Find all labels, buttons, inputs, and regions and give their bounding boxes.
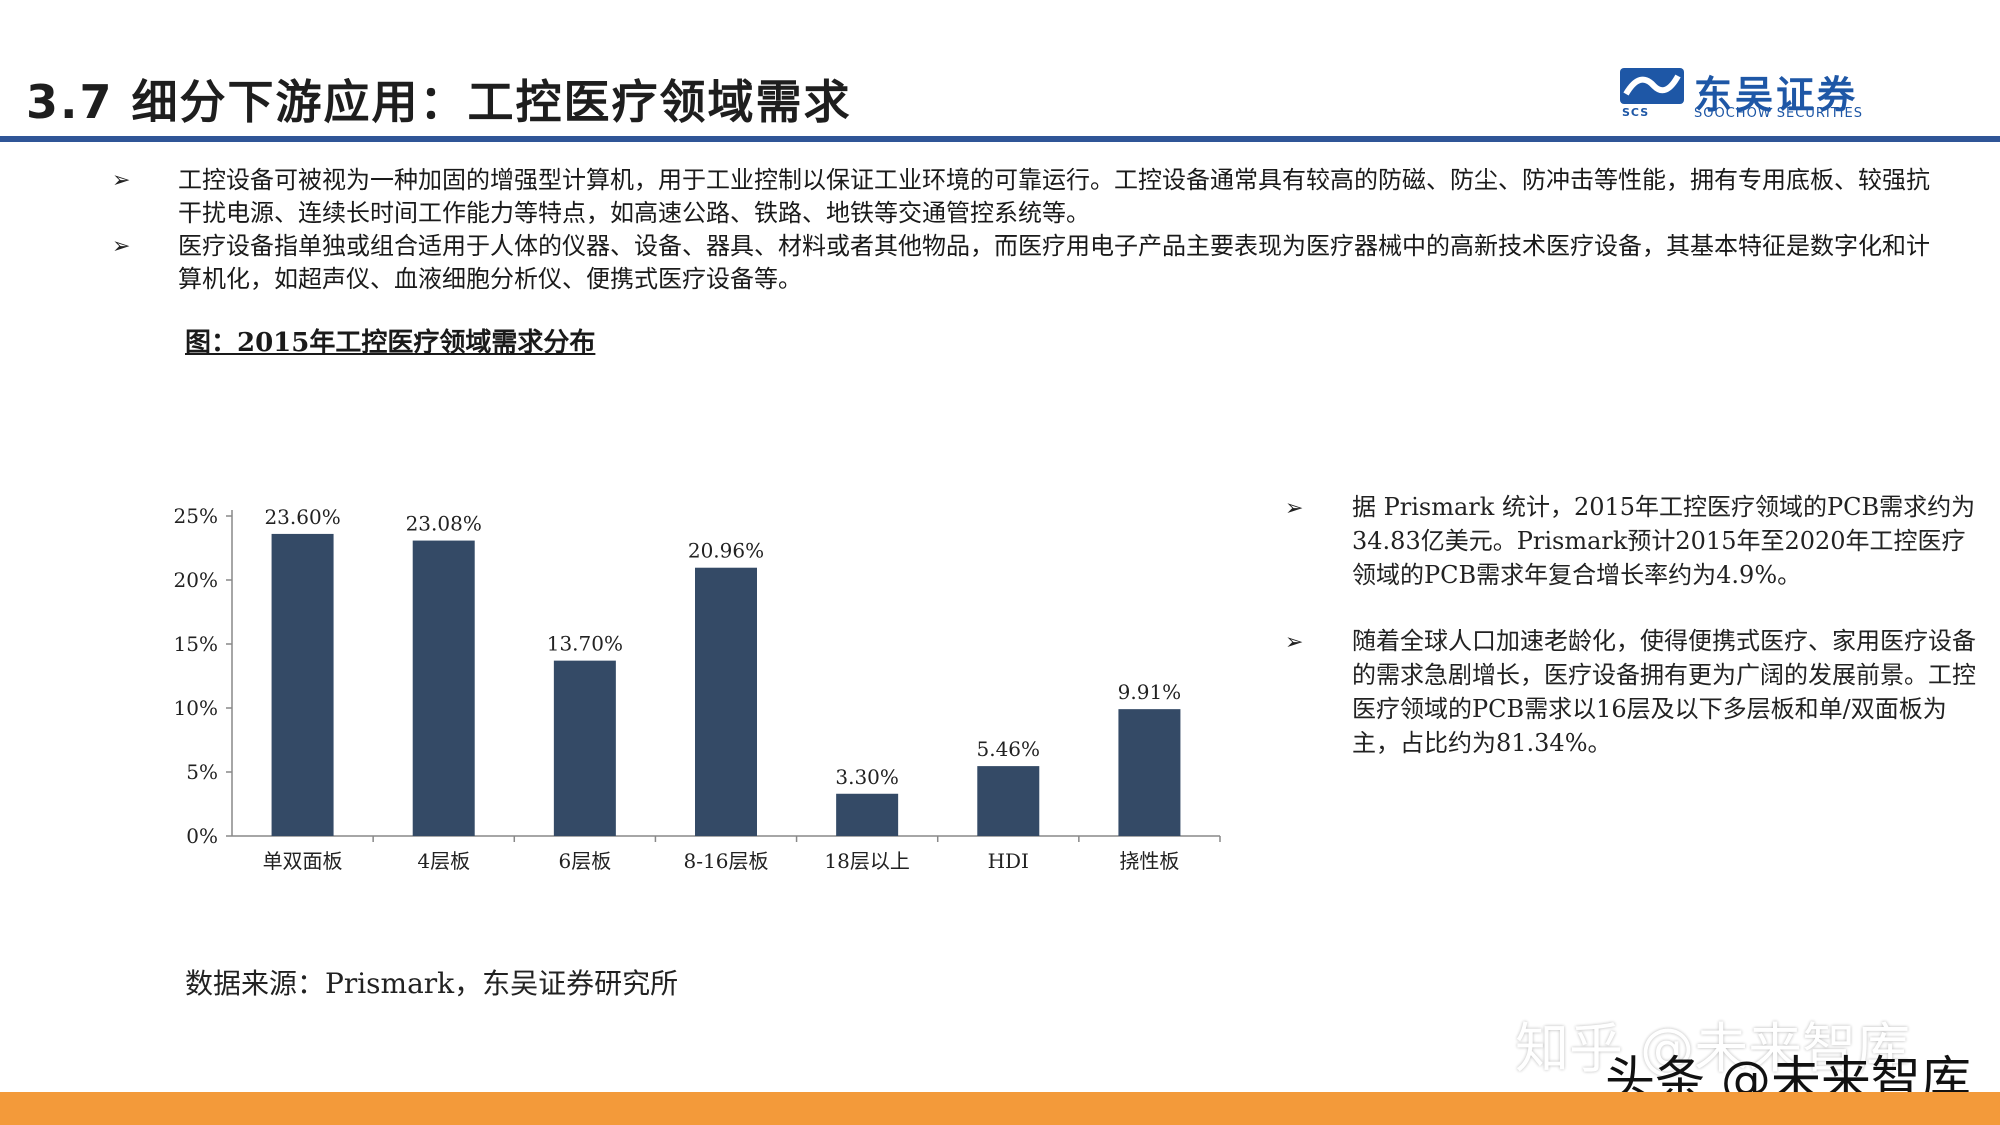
bar-value-label: 23.60% (264, 505, 340, 529)
x-category-label: 8-16层板 (684, 849, 769, 873)
y-tick-label: 20% (174, 568, 218, 592)
bar-value-label: 3.30% (835, 765, 899, 789)
side-note-text: 据 Prismark 统计，2015年工控医疗领域的PCB需求约为34.83亿美… (1352, 493, 1976, 589)
x-category-label: HDI (988, 849, 1029, 873)
logo-mark-icon (1620, 68, 1684, 104)
title-divider (0, 136, 2000, 142)
bar (412, 540, 475, 836)
bar-value-label: 23.08% (406, 512, 482, 536)
side-note-item: ➢ 随着全球人口加速老龄化，使得便携式医疗、家用医疗设备的需求急剧增长，医疗设备… (1285, 624, 1985, 760)
x-category-label: 4层板 (417, 849, 470, 873)
y-tick-label: 0% (186, 824, 218, 848)
bar (977, 766, 1040, 836)
bar (271, 533, 334, 836)
bar (1118, 709, 1181, 836)
x-category-label: 6层板 (558, 849, 611, 873)
bullet-text: 医疗设备指单独或组合适用于人体的仪器、设备、器具、材料或者其他物品，而医疗用电子… (178, 232, 1930, 293)
company-logo: SCS 东吴证券 SOOCHOW SECURITIES (1618, 68, 1898, 121)
arrow-bullet-icon: ➢ (1285, 496, 1304, 521)
bullet-text: 工控设备可被视为一种加固的增强型计算机，用于工业控制以保证工业环境的可靠运行。工… (178, 166, 1930, 227)
arrow-bullet-icon: ➢ (1285, 630, 1304, 655)
footer-bar (0, 1092, 2000, 1125)
figure-title: 图：2015年工控医疗领域需求分布 (185, 328, 596, 358)
bar (553, 660, 616, 836)
bar (695, 567, 757, 836)
logo-abbr: SCS (1622, 106, 1650, 119)
bar (836, 793, 899, 836)
x-category-label: 挠性板 (1119, 849, 1179, 873)
data-source: 数据来源：Prismark，东吴证券研究所 (185, 967, 679, 1000)
side-notes: ➢ 据 Prismark 统计，2015年工控医疗领域的PCB需求约为34.83… (1285, 490, 1985, 792)
bar-value-label: 5.46% (977, 737, 1041, 761)
bar-chart: 0% 5% 10% 15% 20% 25% 23.60% 单双面板 23.08% 4层板 13.70… (174, 504, 1221, 873)
side-note-text: 随着全球人口加速老龄化，使得便携式医疗、家用医疗设备的需求急剧增长，医疗设备拥有… (1352, 627, 1976, 757)
bar-value-label: 20.96% (688, 539, 764, 563)
bar-value-label: 13.70% (547, 632, 623, 656)
x-category-label: 单双面板 (263, 849, 343, 873)
arrow-bullet-icon: ➢ (112, 168, 131, 193)
logo-name-cn: 东吴证券 (1694, 73, 1859, 117)
y-tick-label: 15% (174, 632, 218, 656)
intro-bullets: ➢ 工控设备可被视为一种加固的增强型计算机，用于工业控制以保证工业环境的可靠运行… (112, 164, 1932, 296)
bar-value-label: 9.91% (1118, 680, 1182, 704)
logo-name-en: SOOCHOW SECURITIES (1694, 106, 1863, 121)
bullet-item: ➢ 医疗设备指单独或组合适用于人体的仪器、设备、器具、材料或者其他物品，而医疗用… (112, 230, 1932, 296)
watermark-zhihu: 知乎 @未来智库 (1515, 1017, 1911, 1080)
bullet-item: ➢ 工控设备可被视为一种加固的增强型计算机，用于工业控制以保证工业环境的可靠运行… (112, 164, 1932, 230)
arrow-bullet-icon: ➢ (112, 234, 131, 259)
y-tick-label: 25% (174, 504, 218, 528)
slide-title: 3.7 细分下游应用：工控医疗领域需求 (26, 75, 852, 129)
y-tick-label: 10% (174, 696, 218, 720)
y-tick-label: 5% (186, 760, 218, 784)
side-note-item: ➢ 据 Prismark 统计，2015年工控医疗领域的PCB需求约为34.83… (1285, 490, 1985, 592)
x-category-label: 18层以上 (824, 849, 909, 873)
